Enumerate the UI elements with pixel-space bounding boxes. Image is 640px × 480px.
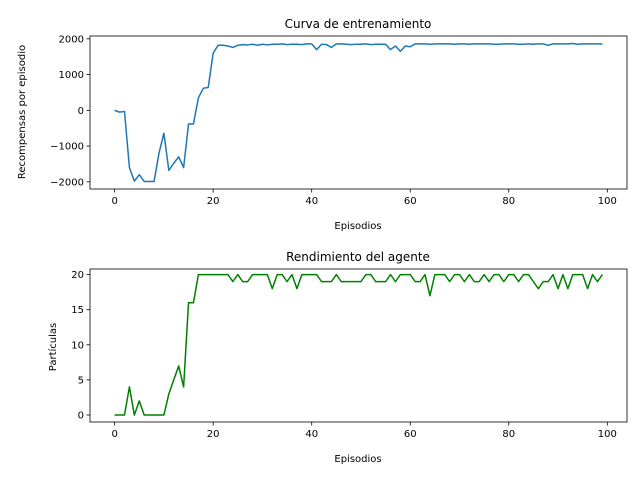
y-tick-label: 20 xyxy=(71,270,84,281)
x-tick-label: 40 xyxy=(305,196,318,207)
plot-frame xyxy=(89,35,628,190)
chart-title: Rendimiento del agente xyxy=(286,250,430,264)
training-curve-plot: Curva de entrenamiento Episodios Recompe… xyxy=(17,17,628,232)
x-tick-label: 20 xyxy=(207,196,220,207)
series-line xyxy=(114,42,603,183)
y-tick-label: 0 xyxy=(78,410,84,421)
chart-title: Curva de entrenamiento xyxy=(285,17,432,31)
y-tick-label: −2000 xyxy=(50,177,84,188)
x-tick-label: 80 xyxy=(502,429,515,440)
y-tick-label: 1000 xyxy=(59,70,84,81)
x-tick-label: 0 xyxy=(111,196,117,207)
x-axis-label: Episodios xyxy=(334,454,381,465)
y-tick-label: 5 xyxy=(78,375,84,386)
y-axis-label: Partículas xyxy=(47,323,59,371)
y-tick-label: 2000 xyxy=(59,34,84,45)
y-tick-label: 10 xyxy=(71,340,84,351)
x-tick-label: 40 xyxy=(305,429,318,440)
x-tick-label: 60 xyxy=(404,196,417,207)
y-tick-label: −1000 xyxy=(50,142,84,153)
x-axis-label: Episodios xyxy=(334,221,381,232)
x-tick-label: 0 xyxy=(111,429,117,440)
y-axis-label: Recompensas por episodio xyxy=(17,45,28,179)
agent-performance-plot: Rendimiento del agente Episodios Partícu… xyxy=(47,250,628,465)
x-tick-label: 100 xyxy=(598,429,617,440)
x-tick-label: 80 xyxy=(502,196,515,207)
y-tick-label: 15 xyxy=(71,305,84,316)
plot-frame xyxy=(89,268,628,423)
x-tick-label: 100 xyxy=(598,196,617,207)
x-tick-label: 60 xyxy=(404,429,417,440)
series-line xyxy=(114,273,603,416)
x-tick-label: 20 xyxy=(207,429,220,440)
y-tick-label: 0 xyxy=(78,106,84,117)
